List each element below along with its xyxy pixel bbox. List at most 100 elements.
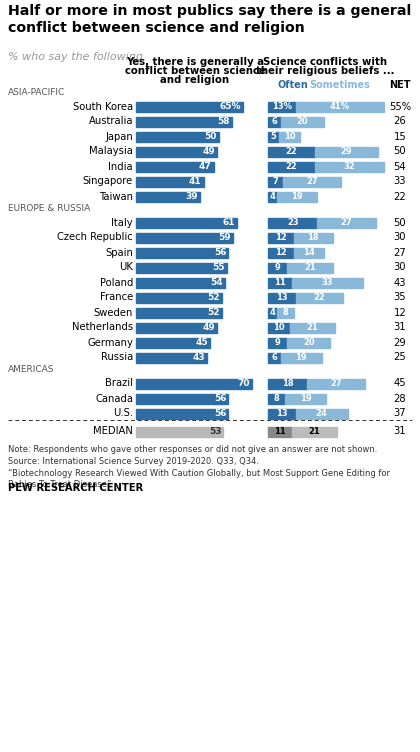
Text: 56: 56: [214, 248, 226, 257]
Bar: [268, 132, 279, 141]
Text: 9: 9: [275, 263, 281, 272]
Text: Taiwan: Taiwan: [99, 192, 133, 202]
Text: 52: 52: [207, 293, 220, 302]
Text: 50: 50: [394, 217, 406, 228]
Text: 70: 70: [237, 379, 249, 388]
Text: 29: 29: [341, 147, 352, 156]
Text: 9: 9: [275, 338, 281, 347]
Text: conflict between science: conflict between science: [125, 66, 265, 76]
Text: India: India: [108, 162, 133, 171]
Text: 37: 37: [394, 408, 406, 419]
Bar: [136, 147, 217, 156]
Bar: [279, 132, 300, 141]
Text: Russia: Russia: [101, 353, 133, 362]
Bar: [136, 117, 232, 126]
Text: 13: 13: [276, 409, 288, 418]
Text: Malaysia: Malaysia: [89, 147, 133, 156]
Bar: [136, 277, 225, 287]
Text: 50: 50: [394, 147, 406, 156]
Text: 20: 20: [297, 117, 308, 126]
Text: 29: 29: [394, 338, 407, 347]
Text: 41%: 41%: [330, 102, 350, 111]
Text: 6: 6: [271, 117, 277, 126]
Text: 27: 27: [330, 379, 341, 388]
Text: 47: 47: [199, 162, 212, 171]
Text: 21: 21: [308, 427, 320, 436]
Text: Italy: Italy: [111, 217, 133, 228]
Text: 20: 20: [303, 338, 315, 347]
Text: Singapore: Singapore: [83, 177, 133, 186]
Text: 28: 28: [394, 393, 406, 404]
Bar: [268, 338, 287, 347]
Bar: [268, 117, 281, 126]
Text: Canada: Canada: [95, 393, 133, 404]
Text: 15: 15: [394, 132, 407, 141]
Text: 4: 4: [269, 308, 275, 317]
Text: 21: 21: [306, 323, 318, 332]
Bar: [318, 217, 375, 228]
Bar: [136, 353, 207, 362]
Text: 13: 13: [276, 293, 288, 302]
Text: 13%: 13%: [272, 102, 292, 111]
Text: Brazil: Brazil: [105, 378, 133, 389]
Bar: [294, 247, 324, 257]
Text: 45: 45: [394, 378, 406, 389]
Text: 43: 43: [192, 353, 205, 362]
Text: 23: 23: [287, 218, 299, 227]
Text: 5: 5: [270, 132, 276, 141]
Text: 45: 45: [196, 338, 208, 347]
Text: 58: 58: [217, 117, 230, 126]
Bar: [268, 393, 285, 404]
Bar: [136, 217, 236, 228]
Text: 56: 56: [214, 409, 226, 418]
Text: ASIA-PACIFIC: ASIA-PACIFIC: [8, 88, 65, 97]
Bar: [136, 378, 252, 389]
Bar: [136, 232, 234, 242]
Text: 53: 53: [209, 427, 221, 436]
Bar: [268, 192, 277, 202]
Text: 31: 31: [394, 426, 406, 436]
Bar: [136, 408, 228, 419]
Text: 11: 11: [274, 427, 286, 436]
Text: 27: 27: [341, 218, 352, 227]
Bar: [268, 232, 294, 242]
Text: 21: 21: [304, 263, 316, 272]
Text: 54: 54: [394, 162, 406, 171]
Bar: [136, 338, 210, 347]
Bar: [294, 232, 333, 242]
Bar: [289, 323, 335, 332]
Bar: [281, 117, 324, 126]
Text: Science conflicts with: Science conflicts with: [263, 57, 387, 67]
Bar: [283, 177, 341, 186]
Text: 19: 19: [291, 192, 303, 201]
Bar: [287, 338, 331, 347]
Text: 30: 30: [394, 262, 406, 272]
Bar: [136, 247, 228, 257]
Text: 12: 12: [275, 233, 287, 242]
Text: 56: 56: [214, 394, 226, 403]
Text: Yes, there is generally a: Yes, there is generally a: [126, 57, 264, 67]
Text: 49: 49: [202, 323, 215, 332]
Text: 55%: 55%: [389, 102, 411, 111]
Text: 55: 55: [212, 263, 225, 272]
Bar: [268, 378, 307, 389]
Text: AMERICAS: AMERICAS: [8, 365, 55, 374]
Text: Spain: Spain: [105, 247, 133, 257]
Text: 19: 19: [300, 394, 312, 403]
Bar: [268, 277, 291, 287]
Text: 39: 39: [186, 192, 198, 201]
Bar: [136, 293, 222, 302]
Bar: [315, 162, 384, 171]
Text: 7: 7: [273, 177, 278, 186]
Bar: [296, 102, 384, 111]
Text: 25: 25: [394, 353, 407, 362]
Text: 33: 33: [321, 278, 333, 287]
Bar: [136, 102, 243, 111]
Bar: [136, 393, 228, 404]
Text: 4: 4: [269, 192, 275, 201]
Text: 8: 8: [274, 394, 279, 403]
Bar: [291, 277, 362, 287]
Bar: [136, 132, 218, 141]
Text: 52: 52: [207, 308, 220, 317]
Bar: [281, 353, 322, 362]
